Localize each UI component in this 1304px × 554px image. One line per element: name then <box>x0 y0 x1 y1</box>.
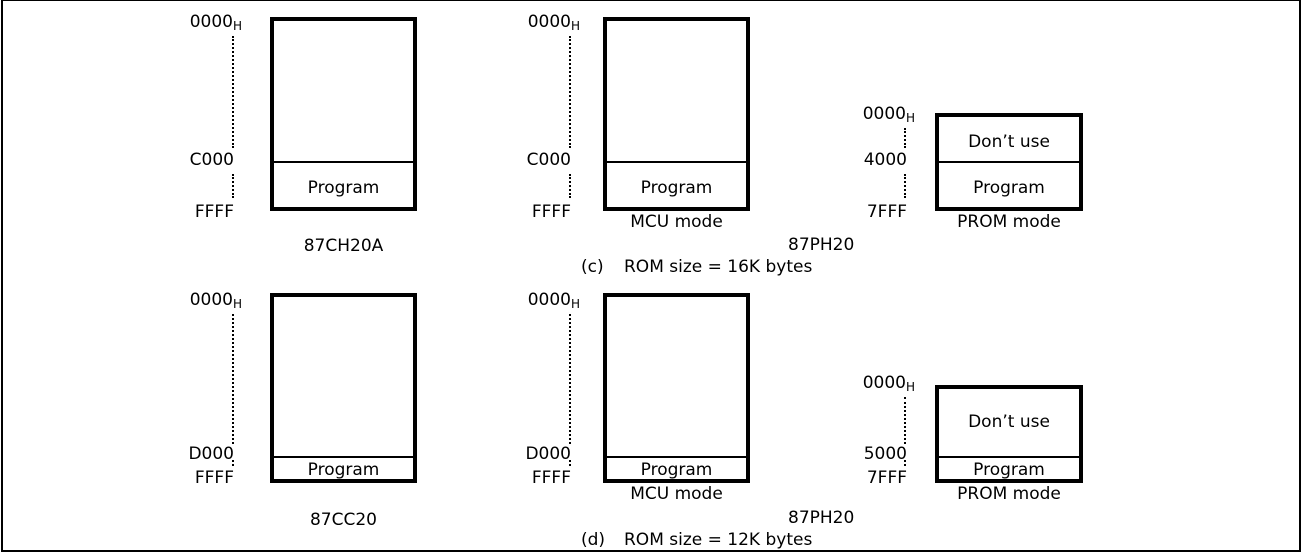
memory-block: Program <box>603 17 750 211</box>
region-divider <box>274 161 413 163</box>
caption-text: ROM size = 12K bytes <box>624 530 813 550</box>
address-dots <box>569 36 571 148</box>
address-bottom: FFFF <box>194 468 234 488</box>
region-divider <box>939 161 1079 163</box>
caption-text: ROM size = 16K bytes <box>624 257 813 277</box>
chip-name: 87CC20 <box>309 510 377 530</box>
mode-label: MCU mode <box>630 484 723 504</box>
region-program: Program <box>973 460 1045 480</box>
address-top: 0000H <box>189 12 242 33</box>
address-dots <box>904 460 906 466</box>
address-mid: C000 <box>189 150 234 170</box>
address-bottom: FFFF <box>531 202 571 222</box>
address-bottom: FFFF <box>194 202 234 222</box>
region-dont-use: Don’t use <box>968 412 1050 432</box>
memory-block: Don’t use Program <box>935 113 1083 211</box>
caption-tag: (c) <box>581 257 604 277</box>
region-divider <box>274 456 413 458</box>
region-divider <box>607 161 746 163</box>
address-dots <box>904 397 906 444</box>
address-bottom: 7FFF <box>866 202 907 222</box>
region-divider <box>939 456 1079 458</box>
address-top: 0000H <box>527 12 580 33</box>
chip-name: 87CH20A <box>303 236 384 256</box>
address-bottom: 7FFF <box>866 468 907 488</box>
address-mid: 5000 <box>863 444 907 464</box>
memory-block: Don’t use Program <box>935 385 1083 483</box>
chip-name: 87PH20 <box>788 235 855 255</box>
address-top: 0000H <box>862 104 915 125</box>
address-dots <box>232 174 234 198</box>
address-dots <box>569 314 571 444</box>
address-mid: C000 <box>526 150 571 170</box>
region-program: Program <box>973 178 1045 198</box>
chip-name: 87PH20 <box>788 508 855 528</box>
address-mid: 4000 <box>863 150 907 170</box>
memory-block: Program <box>270 293 417 483</box>
memory-block: Program <box>270 17 417 211</box>
address-dots <box>904 128 906 148</box>
caption-tag: (d) <box>581 530 606 550</box>
address-top: 0000H <box>862 373 915 394</box>
address-mid: D000 <box>188 444 234 464</box>
address-top: 0000H <box>527 290 580 311</box>
region-program: Program <box>307 178 380 198</box>
region-program: Program <box>307 460 380 480</box>
mode-label: MCU mode <box>630 212 723 232</box>
region-divider <box>607 456 746 458</box>
mode-label: PROM mode <box>957 484 1061 504</box>
address-dots <box>232 314 234 444</box>
region-program: Program <box>640 460 713 480</box>
address-dots <box>232 460 234 466</box>
address-top: 0000H <box>189 290 242 311</box>
region-dont-use: Don’t use <box>968 132 1050 152</box>
address-mid: D000 <box>525 444 571 464</box>
address-dots <box>569 460 571 466</box>
region-program: Program <box>640 178 713 198</box>
mode-label: PROM mode <box>957 212 1061 232</box>
address-dots <box>232 36 234 148</box>
address-bottom: FFFF <box>531 468 571 488</box>
address-dots <box>569 174 571 198</box>
address-dots <box>904 174 906 198</box>
memory-block: Program <box>603 293 750 483</box>
